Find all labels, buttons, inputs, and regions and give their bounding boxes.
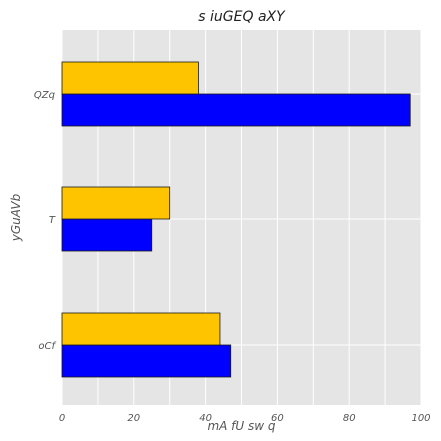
x-tick-label: 0	[59, 413, 65, 424]
y-axis-label: yGuAVb	[9, 193, 23, 242]
y-tick-label: oCf	[38, 341, 56, 352]
bar-QZq-series-2	[61, 61, 199, 95]
chart-title: s iuGEQ aXY	[198, 9, 286, 25]
bar-oCf-series-2	[61, 312, 221, 346]
x-tick-label: 100	[411, 413, 430, 424]
x-tick-label: 60	[271, 413, 284, 424]
y-tick-label: QZq	[34, 90, 55, 101]
y-tick-labels: oCf T QZq	[34, 90, 57, 352]
bar-T-series-2	[61, 186, 171, 220]
bar-QZq-series-1	[61, 93, 411, 127]
x-tick-labels: 0 20 40 60 80 100	[59, 413, 431, 424]
x-tick-label: 80	[343, 413, 356, 424]
x-axis-label: mA fU sw q	[207, 419, 275, 433]
bar-oCf-series-1	[61, 344, 232, 378]
x-tick-label: 40	[199, 413, 212, 424]
x-tick-label: 20	[127, 413, 140, 424]
y-tick-label: T	[49, 215, 56, 226]
bars	[61, 61, 411, 378]
bar-T-series-1	[61, 218, 153, 252]
